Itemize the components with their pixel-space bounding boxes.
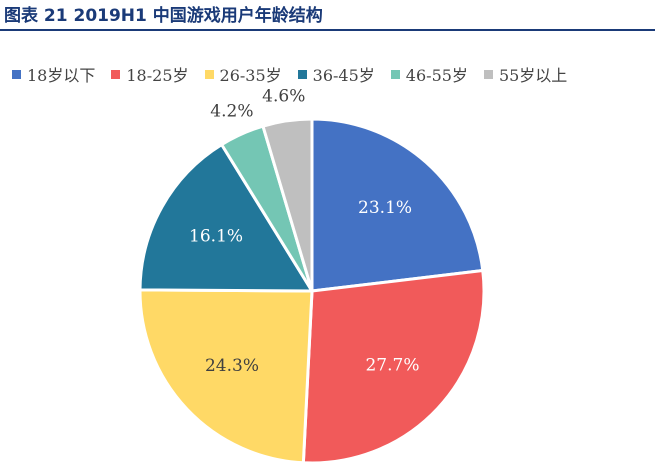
- legend-swatch: [204, 69, 214, 79]
- legend-label: 55岁以上: [498, 66, 568, 85]
- legend-swatch: [111, 69, 121, 79]
- slice-value-label: 4.2%: [210, 102, 253, 122]
- slice-value-label: 24.3%: [205, 356, 259, 376]
- pie-slice: [138, 288, 314, 465]
- legend-item: 18岁以下: [12, 62, 95, 86]
- legend: 18岁以下 18-25岁 26-35岁 36-45岁 46-55岁 55岁以上: [12, 62, 567, 86]
- slice-value-label: 4.6%: [262, 87, 305, 107]
- legend-label: 26-35岁: [219, 66, 282, 85]
- pie-slice: [261, 117, 314, 293]
- figure-title: 图表 21 2019H1 中国游戏用户年龄结构: [4, 6, 323, 26]
- legend-label: 36-45岁: [312, 66, 375, 85]
- legend-label: 46-55岁: [405, 66, 468, 85]
- pie-slice: [310, 117, 485, 293]
- slice-value-label: 23.1%: [358, 198, 412, 218]
- legend-label: 18-25岁: [126, 66, 189, 85]
- slice-value-label: 16.1%: [189, 227, 243, 247]
- legend-swatch: [390, 69, 400, 79]
- pie-slice: [138, 143, 314, 293]
- legend-swatch: [297, 69, 307, 79]
- legend-item: 46-55岁: [390, 62, 468, 86]
- legend-label: 18岁以下: [27, 66, 96, 85]
- legend-swatch: [12, 69, 21, 79]
- legend-item: 18-25岁: [111, 62, 189, 86]
- title-divider: [0, 29, 655, 31]
- legend-swatch: [483, 69, 493, 79]
- pie-slice: [301, 269, 486, 465]
- legend-item: 36-45岁: [297, 62, 375, 86]
- slice-value-label: 27.7%: [365, 356, 419, 376]
- legend-item: 55岁以上: [483, 62, 568, 86]
- legend-item: 26-35岁: [204, 62, 282, 86]
